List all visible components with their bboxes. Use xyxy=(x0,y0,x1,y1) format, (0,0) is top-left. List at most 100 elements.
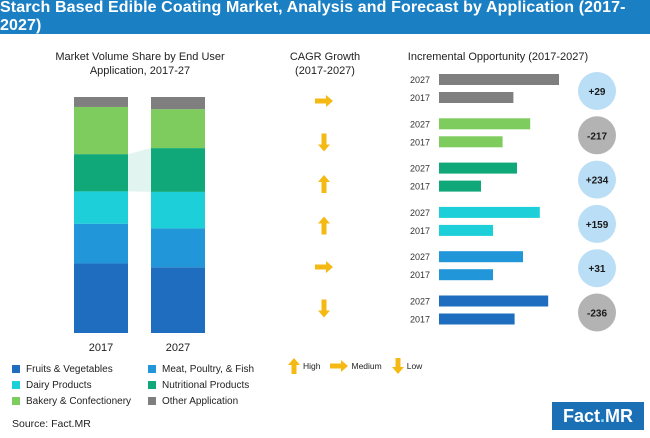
stacked-bar-segment xyxy=(74,223,128,264)
stacked-bar-segment xyxy=(74,97,128,107)
logo-suffix: MR xyxy=(605,405,634,426)
stacked-bar-category-label: 2017 xyxy=(89,342,113,354)
stacked-bar-category-label: 2027 xyxy=(166,342,190,354)
legend-label: Bakery & Confectionery xyxy=(26,395,132,407)
opportunity-bar-2027 xyxy=(439,251,523,263)
stacked-bar-segment xyxy=(74,154,128,192)
opportunity-year-label: 2017 xyxy=(410,93,430,103)
source-note: Source: Fact.MR xyxy=(12,418,91,430)
opportunity-delta-bubble xyxy=(578,204,616,243)
opportunity-bar-2017 xyxy=(439,92,514,103)
opportunity-year-label: 2027 xyxy=(410,75,430,85)
right-panel-title-text: Incremental Opportunity (2017-2027) xyxy=(407,51,589,63)
cagr-arrow-right xyxy=(315,261,333,273)
opportunity-bar-2027 xyxy=(439,118,531,130)
opportunity-delta-label: +159 xyxy=(586,220,609,231)
legend: Fruits & Vegetables Meat, Poultry, & Fish… xyxy=(12,363,312,407)
opportunity-delta-bubble xyxy=(578,116,616,155)
opportunity-year-label: 2017 xyxy=(410,226,430,236)
legend-item: Other Application xyxy=(148,395,298,407)
legend-swatch xyxy=(148,365,156,373)
legend-swatch xyxy=(148,397,156,405)
stacked-bar-segment xyxy=(74,106,128,155)
arrow-legend-high-label: High xyxy=(303,361,321,371)
opportunity-year-label: 2027 xyxy=(410,252,430,262)
stacked-bar-segment xyxy=(151,97,205,110)
legend-item: Meat, Poultry, & Fish xyxy=(148,363,298,375)
opportunity-delta-label: +29 xyxy=(589,87,606,98)
opportunity-year-label: 2027 xyxy=(410,297,430,307)
cagr-arrow-up xyxy=(318,175,330,193)
opportunity-delta-bubble xyxy=(578,72,616,110)
legend-swatch xyxy=(12,381,20,389)
mid-panel-title-line1: CAGR Growth xyxy=(289,51,361,63)
arrow-down-icon xyxy=(391,358,404,374)
opportunity-bar-2027 xyxy=(439,295,549,307)
opportunity-delta-label: -236 xyxy=(587,309,607,320)
opportunity-delta-bubble xyxy=(578,249,616,288)
opportunity-year-label: 2017 xyxy=(410,182,430,192)
bar-connector xyxy=(128,148,151,192)
stacked-bar-segment xyxy=(74,191,128,224)
logo-dot: . xyxy=(600,405,606,426)
arrow-up-icon xyxy=(288,358,300,374)
opportunity-bar-2027 xyxy=(439,206,540,218)
opportunity-bar-2017 xyxy=(439,180,481,192)
cagr-arrow-up xyxy=(318,216,330,235)
arrow-legend-low-label: Low xyxy=(406,361,423,371)
arrow-legend-high: High xyxy=(288,358,320,374)
opportunity-year-label: 2017 xyxy=(410,270,430,280)
arrow-legend: High Medium Low xyxy=(288,358,432,374)
cagr-arrow-down xyxy=(318,299,330,318)
legend-item: Fruits & Vegetables xyxy=(12,363,138,375)
legend-item: Dairy Products xyxy=(12,379,138,391)
stacked-bar-segment xyxy=(151,191,205,229)
legend-swatch xyxy=(12,365,20,373)
cagr-arrow-right xyxy=(315,95,333,107)
opportunity-year-label: 2027 xyxy=(410,164,430,174)
left-panel-title-line1: Market Volume Share by End User xyxy=(55,51,225,63)
left-panel-title: Market Volume Share by End User Applicat… xyxy=(40,50,240,78)
right-panel-title: Incremental Opportunity (2017-2027) xyxy=(398,50,598,64)
opportunity-year-label: 2027 xyxy=(410,119,430,129)
cagr-arrow-down xyxy=(318,133,330,152)
stacked-bar-segment xyxy=(151,267,205,333)
arrow-legend-low: Low xyxy=(391,358,423,374)
opportunity-delta-label: +234 xyxy=(586,176,609,187)
legend-label: Dairy Products xyxy=(26,379,92,391)
arrow-legend-medium-label: Medium xyxy=(351,361,382,371)
legend-label: Meat, Poultry, & Fish xyxy=(162,363,255,375)
opportunity-delta-label: -217 xyxy=(587,131,607,142)
legend-swatch xyxy=(12,397,20,405)
opportunity-bar-2017 xyxy=(439,313,515,325)
logo-main: Fact xyxy=(562,405,600,426)
legend-swatch xyxy=(148,381,156,389)
opportunity-bar-2017 xyxy=(439,224,493,236)
opportunity-delta-label: +31 xyxy=(589,264,606,275)
factmr-logo: Fact. MR xyxy=(552,402,644,430)
opportunity-year-label: 2027 xyxy=(410,208,430,218)
stacked-bar-segment xyxy=(74,263,128,333)
legend-label: Nutritional Products xyxy=(162,379,250,391)
opportunity-year-label: 2017 xyxy=(410,137,430,147)
legend-label: Other Application xyxy=(162,395,239,407)
legend-item: Bakery & Confectionery xyxy=(12,395,138,407)
arrow-right-icon xyxy=(330,360,349,372)
stacked-bar-segment xyxy=(151,228,205,268)
mid-panel-title-line2: (2017-2027) xyxy=(295,65,355,77)
mid-panel-title: CAGR Growth (2017-2027) xyxy=(270,50,380,78)
opportunity-delta-bubble xyxy=(578,293,616,332)
opportunity-delta-bubble xyxy=(578,160,616,199)
stacked-bar-segment xyxy=(151,148,205,192)
opportunity-bar-2027 xyxy=(439,162,517,174)
legend-label: Fruits & Vegetables xyxy=(26,363,113,375)
legend-item: Nutritional Products xyxy=(148,379,298,391)
left-panel-title-line2: Application, 2017-27 xyxy=(89,65,191,77)
chart-title: Starch Based Edible Coating Market, Anal… xyxy=(0,0,650,34)
opportunity-bar-2027 xyxy=(439,74,559,85)
arrow-legend-medium: Medium xyxy=(330,360,382,372)
opportunity-bar-2017 xyxy=(439,136,503,148)
opportunity-year-label: 2017 xyxy=(410,315,430,325)
stacked-bar-segment xyxy=(151,109,205,149)
